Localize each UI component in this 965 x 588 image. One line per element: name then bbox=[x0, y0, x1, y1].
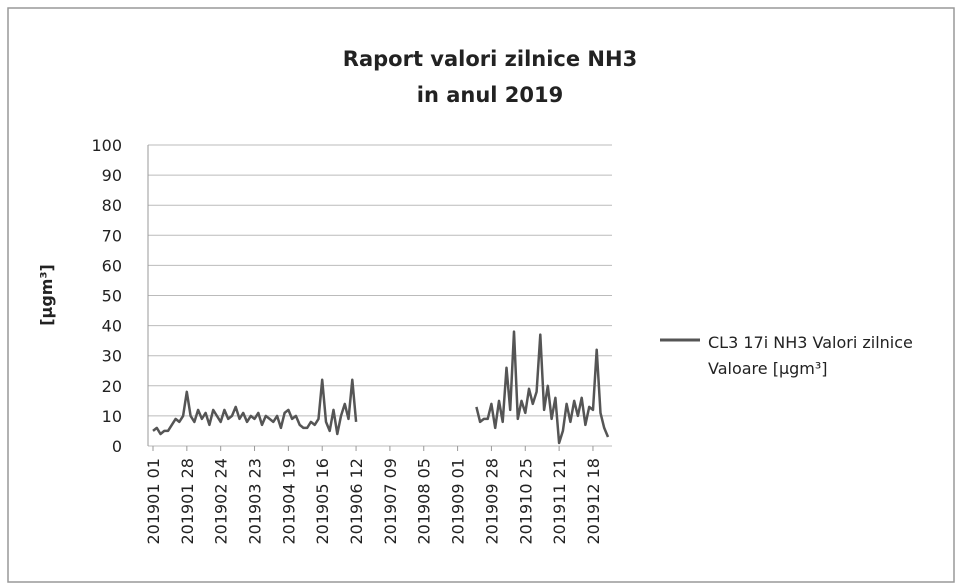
x-tick-label: 201906 12 bbox=[347, 458, 366, 545]
x-tick-label: 201911 21 bbox=[550, 458, 569, 545]
y-tick-label: 50 bbox=[102, 287, 122, 306]
data-line bbox=[152, 330, 610, 445]
y-tick-label: 90 bbox=[102, 166, 122, 185]
x-tick-label: 201901 01 bbox=[144, 458, 163, 545]
x-tick-label: 201910 25 bbox=[516, 458, 535, 545]
x-tick-label: 201909 28 bbox=[482, 458, 501, 545]
y-axis-label: [µgm³] bbox=[37, 264, 56, 326]
x-tick-label: 201905 16 bbox=[313, 458, 332, 545]
y-tick-label: 10 bbox=[102, 407, 122, 426]
y-tick-label: 0 bbox=[112, 437, 122, 456]
y-tick-label: 60 bbox=[102, 256, 122, 275]
y-tick-label: 40 bbox=[102, 317, 122, 336]
y-tick-label: 100 bbox=[91, 136, 122, 155]
x-tick-label: 201901 28 bbox=[178, 458, 197, 545]
x-tick-label: 201912 18 bbox=[584, 458, 603, 545]
chart-title: Raport valori zilnice NH3 bbox=[343, 47, 637, 71]
chart-title: in anul 2019 bbox=[417, 83, 564, 107]
x-tick-label: 201907 09 bbox=[381, 458, 400, 545]
x-tick-label: 201908 05 bbox=[415, 458, 434, 545]
y-tick-label: 20 bbox=[102, 377, 122, 396]
x-tick-label: 201903 23 bbox=[246, 458, 265, 545]
y-tick-label: 80 bbox=[102, 196, 122, 215]
x-tick-label: 201909 01 bbox=[449, 458, 468, 545]
y-tick-label: 30 bbox=[102, 347, 122, 366]
y-tick-label: 70 bbox=[102, 226, 122, 245]
legend-label: CL3 17i NH3 Valori zilnice Valoare [µgm³… bbox=[708, 333, 913, 378]
x-tick-label: 201902 24 bbox=[212, 458, 231, 545]
x-tick-label: 201904 19 bbox=[279, 458, 298, 545]
